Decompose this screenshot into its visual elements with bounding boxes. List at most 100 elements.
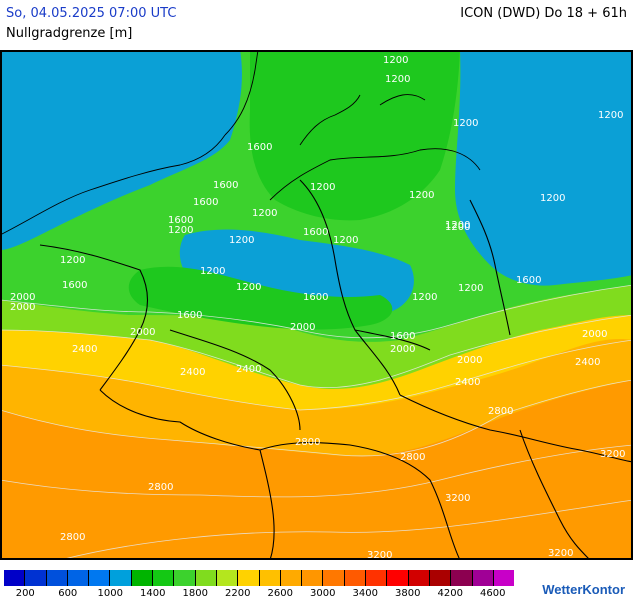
label-1200: 1200 [383,55,408,66]
label-1600: 1600 [516,275,541,286]
label-1200: 1200 [200,266,225,277]
color-swatch [195,570,217,586]
color-swatch [493,570,515,586]
label-2000: 2000 [290,322,315,333]
label-2800: 2800 [60,532,85,543]
label-2000: 2000 [130,327,155,338]
scale-tick-label: 3400 [352,588,378,599]
label-2800: 2800 [488,406,513,417]
map-frame [0,50,633,560]
brand-logo: WetterKontor [542,582,625,597]
label-1200: 1200 [168,225,193,236]
label-3200: 3200 [367,550,392,560]
label-2000: 2000 [10,302,35,313]
label-1200: 1200 [598,110,623,121]
color-swatch [67,570,90,586]
label-2000: 2000 [457,355,482,366]
label-2800: 2800 [148,482,173,493]
color-swatch [25,570,47,586]
zone-green-dark [249,50,460,221]
label-1600: 1600 [303,227,328,238]
scale-tick-label: 2600 [267,588,293,599]
label-2800: 2800 [400,452,425,463]
zone-blue-northwest [0,50,242,250]
scale-tick-label: 1800 [182,588,208,599]
label-2000: 2000 [582,329,607,340]
label-2400: 2400 [236,364,261,375]
label-1200: 1200 [229,235,254,246]
label-1600: 1600 [168,215,193,226]
label-1200: 1200 [412,292,437,303]
label-1600: 1600 [247,142,272,153]
color-swatch [4,570,26,586]
label-1600: 1600 [177,310,202,321]
zone-blue-east [455,50,633,286]
color-swatch [344,570,367,586]
scale-tick-label: 2200 [225,588,251,599]
color-swatch [451,570,473,586]
freezing-level-map: 1200 1200 1200 1200 1200 1200 1200 1200 … [0,50,633,560]
label-3200: 3200 [445,493,470,504]
label-1200: 1200 [385,74,410,85]
label-1600: 1600 [193,197,218,208]
color-swatch [366,570,388,586]
color-swatch [153,570,175,586]
label-1600: 1600 [390,331,415,342]
label-2400: 2400 [575,357,600,368]
label-1200: 1200 [60,255,85,266]
label-2400: 2400 [72,344,97,355]
label-1200: 1200 [333,235,358,246]
contour-labels: 1200 1200 1200 1200 1200 1200 1200 1200 … [10,55,625,560]
label-1200: 1200 [458,283,483,294]
label-1200: 1200 [310,182,335,193]
scale-tick-label: 4600 [480,588,506,599]
color-swatch [46,570,68,586]
color-swatch [472,570,494,586]
label-1200: 1200 [453,118,478,129]
label-1200: 1200 [236,282,261,293]
label-2400: 2400 [180,367,205,378]
color-swatch [131,570,154,586]
label-1200: 1200 [445,222,470,233]
coastlines [0,50,481,236]
color-swatch [110,570,132,586]
contour-lines [0,284,633,560]
scale-tick-label: 1000 [97,588,123,599]
color-swatch [89,570,111,586]
color-swatch [408,570,430,586]
label-1200: 1200 [540,193,565,204]
color-swatch [323,570,345,586]
country-borders [39,179,633,560]
color-swatch [174,570,196,586]
parameter-title: Nullgradgrenze [m] [6,26,133,41]
label-3200: 3200 [548,548,573,559]
label-1600: 1600 [213,180,238,191]
label-1600: 1600 [303,292,328,303]
model-run: ICON (DWD) Do 18 + 61h [460,6,627,21]
color-scale-ticks: 200 600 1000 1400 1800 2200 2600 3000 3400 3800 42… [0,588,520,600]
scale-tick-label: 600 [58,588,78,599]
label-2000: 2000 [390,344,415,355]
zone-green-dark-2 [128,266,393,330]
scale-tick-label: 1400 [140,588,166,599]
label-1200: 1200 [409,190,434,201]
color-swatch [387,570,409,586]
scale-tick-label: 3800 [395,588,421,599]
scale-tick-label: 3000 [310,588,336,599]
color-swatch [238,570,260,586]
label-2000: 2000 [10,292,35,303]
valid-datetime: So, 04.05.2025 07:00 UTC [6,6,177,21]
label-3200: 3200 [600,449,625,460]
color-swatch [280,570,303,586]
color-swatch [216,570,239,586]
color-scale [4,570,515,586]
scale-tick-label: 200 [15,588,35,599]
scale-tick-label: 4200 [437,588,463,599]
color-swatch [259,570,281,586]
label-1200: 1200 [445,220,470,231]
color-swatch [302,570,324,586]
label-1600: 1600 [62,280,87,291]
label-1200: 1200 [252,208,277,219]
label-2400: 2400 [455,377,480,388]
label-2800: 2800 [295,437,320,448]
